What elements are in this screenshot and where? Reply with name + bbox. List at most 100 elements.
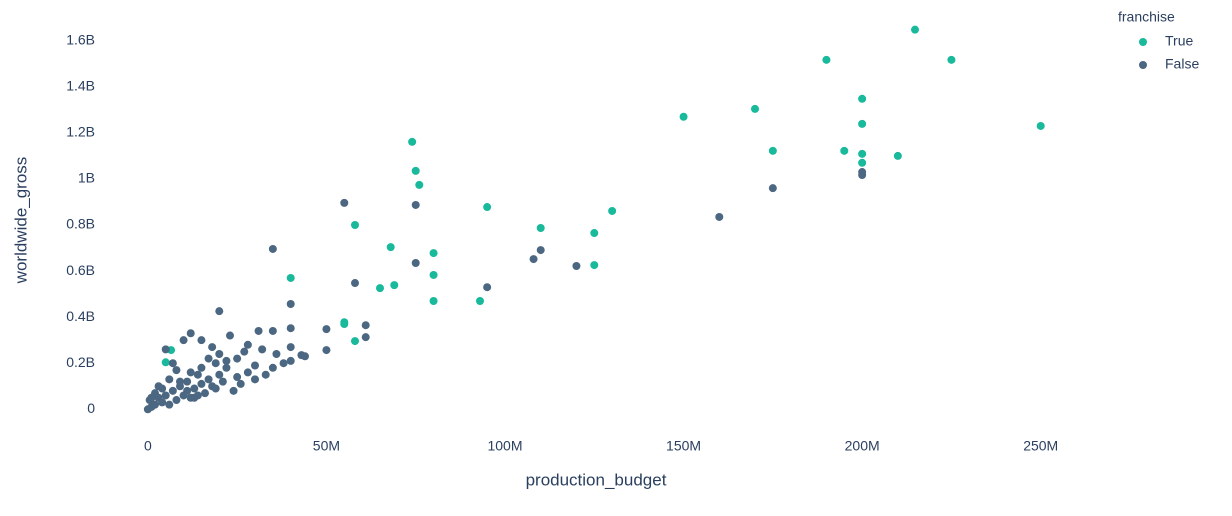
point bbox=[536, 223, 545, 232]
point bbox=[279, 359, 288, 368]
point bbox=[858, 94, 867, 103]
point bbox=[240, 347, 249, 356]
point bbox=[911, 25, 919, 34]
point bbox=[715, 212, 724, 221]
point bbox=[226, 331, 234, 340]
point bbox=[411, 200, 420, 209]
point bbox=[351, 221, 359, 229]
point bbox=[351, 337, 359, 346]
point bbox=[340, 198, 349, 207]
point bbox=[222, 356, 231, 365]
y-tick-label: 0.2B bbox=[66, 354, 95, 370]
point bbox=[204, 354, 213, 363]
point bbox=[161, 358, 170, 367]
point bbox=[197, 379, 206, 388]
point bbox=[536, 246, 545, 255]
point bbox=[858, 171, 867, 180]
point bbox=[186, 368, 195, 377]
point bbox=[386, 243, 395, 252]
x-tick-label: 200M bbox=[845, 438, 880, 454]
point bbox=[1036, 121, 1045, 130]
point bbox=[301, 352, 309, 361]
point bbox=[215, 370, 224, 379]
point bbox=[233, 354, 242, 363]
x-tick-label: 100M bbox=[487, 438, 522, 454]
y-tick-label: 0.4B bbox=[66, 308, 95, 324]
point bbox=[233, 373, 242, 382]
point bbox=[286, 356, 295, 365]
point bbox=[286, 324, 295, 333]
point bbox=[161, 345, 170, 354]
point bbox=[193, 391, 202, 400]
point bbox=[340, 320, 349, 329]
point bbox=[429, 270, 438, 279]
point bbox=[186, 329, 195, 338]
point bbox=[390, 281, 399, 290]
point bbox=[165, 400, 174, 409]
point bbox=[197, 336, 206, 345]
point bbox=[483, 203, 492, 212]
point bbox=[429, 297, 438, 306]
point bbox=[679, 112, 688, 121]
point bbox=[218, 377, 227, 386]
x-tick-label: 50M bbox=[313, 438, 340, 454]
point bbox=[322, 325, 331, 334]
point bbox=[243, 368, 252, 377]
point bbox=[211, 359, 220, 368]
point bbox=[751, 104, 759, 113]
point bbox=[415, 180, 424, 189]
point bbox=[147, 393, 156, 402]
point bbox=[351, 279, 359, 288]
point bbox=[840, 146, 849, 155]
point bbox=[229, 386, 238, 395]
point bbox=[361, 321, 370, 330]
legend-label: False bbox=[1165, 56, 1199, 72]
point bbox=[858, 119, 867, 128]
point bbox=[183, 386, 192, 395]
x-tick-label: 150M bbox=[666, 438, 701, 454]
point bbox=[215, 307, 224, 316]
point bbox=[858, 149, 867, 158]
point bbox=[236, 379, 245, 388]
point bbox=[261, 370, 270, 379]
point bbox=[258, 345, 267, 354]
point bbox=[172, 396, 181, 405]
y-tick-label: 0.8B bbox=[66, 216, 95, 232]
point bbox=[768, 184, 777, 193]
point bbox=[608, 206, 617, 215]
point bbox=[361, 333, 370, 342]
point bbox=[251, 375, 259, 384]
point bbox=[168, 359, 177, 368]
legend-marker bbox=[1139, 61, 1147, 69]
point bbox=[286, 343, 295, 352]
point bbox=[590, 229, 599, 238]
point bbox=[151, 400, 159, 409]
point bbox=[376, 284, 384, 293]
point bbox=[204, 375, 213, 384]
point bbox=[161, 391, 170, 400]
point bbox=[254, 326, 263, 335]
y-tick-label: 1B bbox=[78, 170, 95, 186]
point bbox=[947, 55, 956, 64]
x-axis-title: production_budget bbox=[526, 470, 667, 489]
y-tick-label: 0.6B bbox=[66, 262, 95, 278]
point bbox=[243, 340, 252, 349]
point bbox=[483, 283, 492, 292]
point bbox=[165, 375, 174, 384]
point bbox=[193, 370, 202, 379]
point bbox=[268, 363, 277, 372]
point bbox=[408, 137, 417, 146]
point bbox=[529, 255, 538, 264]
point bbox=[197, 363, 206, 372]
point bbox=[286, 273, 295, 282]
point bbox=[208, 343, 217, 352]
point bbox=[411, 166, 420, 175]
point bbox=[268, 326, 277, 335]
point bbox=[183, 377, 192, 386]
point bbox=[222, 363, 231, 372]
legend-marker bbox=[1139, 38, 1147, 46]
point bbox=[322, 346, 331, 355]
point bbox=[172, 366, 181, 375]
x-tick-label: 0 bbox=[144, 438, 152, 454]
point bbox=[158, 384, 167, 393]
